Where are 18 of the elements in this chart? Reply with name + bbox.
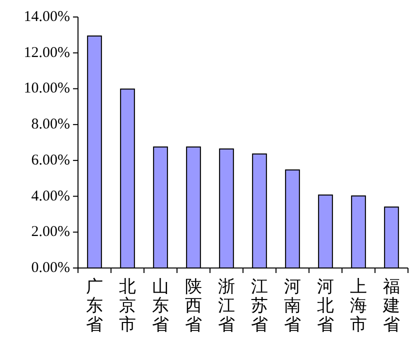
x-tick-label: 河南省 <box>284 277 301 334</box>
y-tick-label: 10.00% <box>24 80 70 97</box>
x-tick-label: 江苏省 <box>251 277 268 334</box>
y-tick-label: 8.00% <box>31 116 70 133</box>
x-tick-label: 浙江省 <box>218 277 235 334</box>
x-tick-label: 北京市 <box>119 277 136 334</box>
x-tick-label: 山东省 <box>152 277 169 334</box>
y-tick-label: 0.00% <box>31 260 70 276</box>
y-tick-label: 4.00% <box>31 188 70 204</box>
x-tick-label: 河北省 <box>317 277 334 334</box>
x-tick-label: 上海市 <box>350 277 367 334</box>
y-tick-label: 6.00% <box>31 152 70 168</box>
y-tick-label: 12.00% <box>24 44 70 61</box>
x-tick-label: 广东省 <box>86 277 103 334</box>
x-tick-label: 福建省 <box>382 277 400 334</box>
x-tick-label: 陕西省 <box>185 277 202 334</box>
y-tick-label: 2.00% <box>31 224 70 240</box>
y-tick-label: 14.00% <box>24 9 70 25</box>
